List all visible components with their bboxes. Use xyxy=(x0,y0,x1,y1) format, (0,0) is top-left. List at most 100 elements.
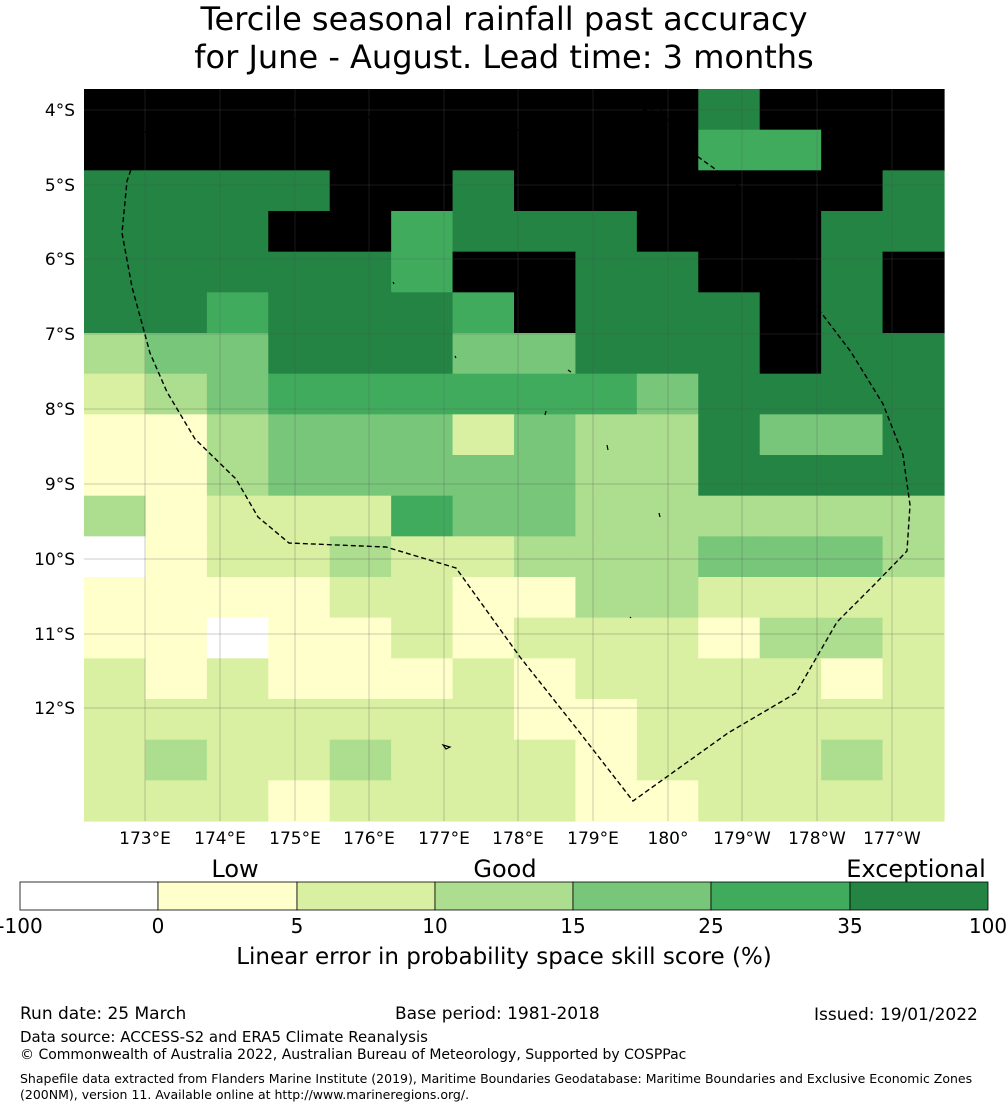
grid-cell xyxy=(84,129,147,171)
grid-cell xyxy=(268,739,331,781)
map-title-line-2: for June - August. Lead time: 3 months xyxy=(194,38,814,76)
grid-cell xyxy=(452,455,515,497)
grid-cell xyxy=(206,251,269,293)
grid-cell xyxy=(759,373,822,415)
grid-cell xyxy=(329,251,392,293)
colorbar-category-exceptional: Exceptional xyxy=(846,855,986,883)
grid-cell xyxy=(882,617,945,659)
grid-cell xyxy=(514,699,577,741)
grid-cell xyxy=(452,89,515,131)
longitude-label: 177°W xyxy=(863,829,921,849)
grid-cell xyxy=(759,292,822,334)
grid-cell xyxy=(514,739,577,781)
island xyxy=(658,512,661,518)
island xyxy=(374,233,381,239)
grid-cell xyxy=(514,170,577,212)
grid-cell xyxy=(84,89,147,131)
grid-cell xyxy=(882,170,945,212)
latitude-label: 7°S xyxy=(45,325,75,345)
grid-cell xyxy=(329,658,392,700)
grid-cell xyxy=(821,699,884,741)
colorbar-tick: 5 xyxy=(290,914,304,938)
grid-cell xyxy=(206,373,269,415)
grid-cell xyxy=(882,699,945,741)
grid-cell xyxy=(452,333,515,375)
colorbar-tick: -100 xyxy=(0,914,43,938)
grid-cell xyxy=(514,333,577,375)
colorbar-segment xyxy=(434,881,574,911)
grid-cell xyxy=(84,780,147,822)
latitude-label: 9°S xyxy=(45,475,75,495)
grid-cell xyxy=(821,536,884,578)
skill-score-map: 4°S 5°S 6°S 7°S 8°S 9°S 10°S 11°S 12°S 173°E 174°… xyxy=(34,89,945,849)
grid-cell xyxy=(698,739,761,781)
run-date: Run date: 25 March xyxy=(20,1004,187,1024)
grid-cell xyxy=(821,739,884,781)
grid-cell xyxy=(759,211,822,253)
grid-cell xyxy=(452,699,515,741)
grid-cell xyxy=(391,455,454,497)
grid-cell xyxy=(206,414,269,456)
grid-cell xyxy=(391,739,454,781)
latitude-label: 12°S xyxy=(34,699,75,719)
grid-cell xyxy=(391,780,454,822)
grid-cell xyxy=(206,699,269,741)
grid-cell xyxy=(698,333,761,375)
grid-cell xyxy=(329,170,392,212)
grid-cell xyxy=(329,577,392,619)
grid-cell xyxy=(268,577,331,619)
grid-cell xyxy=(84,211,147,253)
grid-cell xyxy=(882,414,945,456)
island xyxy=(392,281,395,285)
colorbar-tick: 10 xyxy=(422,914,448,938)
grid-cell xyxy=(84,373,147,415)
grid-cell xyxy=(452,617,515,659)
grid-cell xyxy=(329,129,392,171)
grid-cell xyxy=(821,292,884,334)
grid-cell xyxy=(391,495,454,537)
grid-cell xyxy=(145,780,208,822)
issued-date: Issued: 19/01/2022 xyxy=(814,1005,978,1025)
grid-cells xyxy=(84,89,945,822)
grid-cell xyxy=(206,455,269,497)
grid-cell xyxy=(882,211,945,253)
grid-cell xyxy=(821,455,884,497)
grid-cell xyxy=(206,211,269,253)
grid-cell xyxy=(821,170,884,212)
longitude-label: 178°E xyxy=(492,829,544,849)
grid-cell xyxy=(882,251,945,293)
grid-cell xyxy=(268,658,331,700)
grid-cell xyxy=(821,373,884,415)
colorbar-segment xyxy=(710,881,851,911)
grid-cell xyxy=(206,617,269,659)
latitude-label: 4°S xyxy=(45,101,75,121)
grid-cell xyxy=(575,414,638,456)
grid-cell xyxy=(268,89,331,131)
grid-cell xyxy=(882,292,945,334)
grid-cell xyxy=(821,89,884,131)
grid-cell xyxy=(391,292,454,334)
grid-cell xyxy=(145,658,208,700)
colorbar xyxy=(19,881,989,911)
grid-cell xyxy=(329,536,392,578)
map-title-line-1: Tercile seasonal rainfall past accuracy xyxy=(200,0,808,38)
longitude-labels: 173°E 174°E 175°E 176°E 177°E 178°E 179°E 180° 1… xyxy=(119,829,921,849)
base-period: Base period: 1981-2018 xyxy=(395,1004,600,1024)
grid-cell xyxy=(821,251,884,293)
grid-cell xyxy=(759,495,822,537)
grid-cell xyxy=(575,617,638,659)
grid-cell xyxy=(206,495,269,537)
grid-cell xyxy=(698,495,761,537)
colorbar-tick: 35 xyxy=(837,914,863,938)
grid-cell xyxy=(698,89,761,131)
grid-cell xyxy=(145,455,208,497)
grid-cell xyxy=(514,373,577,415)
grid-cell xyxy=(452,373,515,415)
grid-cell xyxy=(145,251,208,293)
grid-cell xyxy=(514,251,577,293)
grid-cell xyxy=(452,170,515,212)
latitude-label: 5°S xyxy=(45,176,75,196)
grid-cell xyxy=(145,739,208,781)
grid-cell xyxy=(84,699,147,741)
longitude-label: 173°E xyxy=(119,829,171,849)
